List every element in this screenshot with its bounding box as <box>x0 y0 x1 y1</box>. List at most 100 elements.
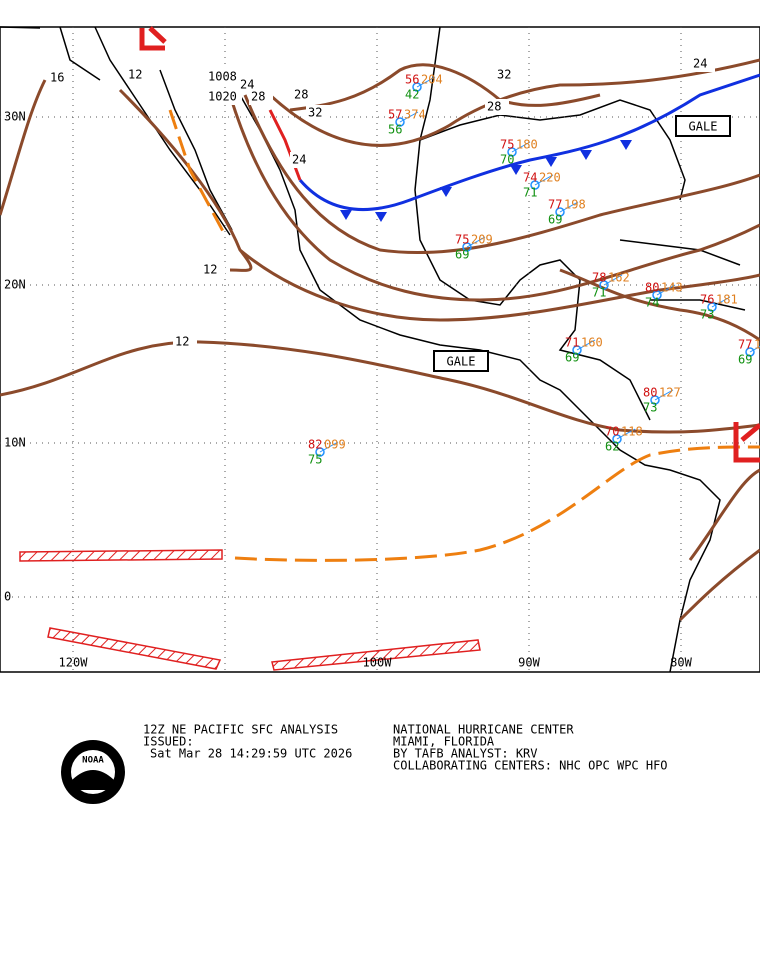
isobar-label-bg <box>485 99 509 115</box>
wind-barb <box>319 441 339 453</box>
station-circle <box>599 280 609 290</box>
dewpoint: 69 <box>548 213 562 227</box>
lat-label: 0 <box>4 590 11 604</box>
cold-front <box>298 73 760 211</box>
itcz <box>271 639 481 671</box>
wind-barb <box>603 274 623 286</box>
warning-label: GALE <box>689 120 718 134</box>
isobar-label-bg <box>306 105 330 121</box>
coastline <box>414 26 651 421</box>
isobar-label: 28 <box>294 88 308 102</box>
station-circle <box>707 302 717 312</box>
lat-label: 10N <box>4 436 26 450</box>
pressure: 162 <box>608 271 630 285</box>
isobar-label-bg <box>249 89 273 105</box>
pressure: 099 <box>324 438 346 452</box>
dewpoint: 75 <box>308 453 322 467</box>
wind-barb <box>654 389 674 401</box>
itcz <box>19 549 223 562</box>
isobar <box>678 468 760 622</box>
isobar-label-bg <box>126 67 150 83</box>
pressure: 118 <box>621 425 643 439</box>
footer-text: NATIONAL HURRICANE CENTER <box>393 723 574 737</box>
lat-label: 30N <box>4 110 26 124</box>
station-circle <box>652 290 662 300</box>
isobar <box>228 94 760 302</box>
wind-barb <box>616 428 636 440</box>
noaa-logo-bird <box>72 770 114 790</box>
isobar <box>559 268 760 342</box>
isobar-label: 12 <box>128 68 142 82</box>
station-circle <box>612 434 622 444</box>
isobar-label-bg <box>173 334 197 350</box>
temperature: 71 <box>565 336 579 350</box>
pressure: 132 <box>754 338 760 352</box>
temperature: 75 <box>455 233 469 247</box>
wind-barb <box>656 284 676 296</box>
dewpoint: 69 <box>565 351 579 365</box>
isobar-label-bg <box>201 262 225 278</box>
station-circle <box>315 447 325 457</box>
wind-barb <box>511 141 531 153</box>
isobar-label: 32 <box>308 106 322 120</box>
dewpoint: 73 <box>643 401 657 415</box>
temperature: 70 <box>605 425 619 439</box>
temperature: 76 <box>700 293 714 307</box>
station-circle <box>572 345 582 355</box>
lon-label: 80W <box>670 656 692 670</box>
isobar-label-bg <box>691 56 715 72</box>
lat-label: 20N <box>4 278 26 292</box>
isobar-label-bg <box>48 70 72 86</box>
station-circle <box>507 147 517 157</box>
dewpoint: 62 <box>605 440 619 454</box>
footer-text: 12Z NE PACIFIC SFC ANALYSIS <box>143 723 338 737</box>
pressure: 143 <box>661 281 683 295</box>
wind-barb <box>711 296 731 308</box>
dewpoint: 56 <box>388 123 402 137</box>
dewpoint: 69 <box>738 353 752 367</box>
isobar-label-bg <box>290 152 314 168</box>
isobar-label: 1008 <box>208 70 237 84</box>
isobar-label: 12 <box>175 335 189 349</box>
dewpoint: 42 <box>405 88 419 102</box>
pressure: 160 <box>581 336 603 350</box>
temperature: 74 <box>523 171 537 185</box>
wind-barb <box>466 236 486 248</box>
warning-label: GALE <box>447 355 476 369</box>
footer-text: BY TAFB ANALYST: KRV <box>393 747 538 761</box>
wind-barb <box>534 174 554 186</box>
footer-text: Sat Mar 28 14:29:59 UTC 2026 <box>150 747 352 761</box>
pressure: 209 <box>471 233 493 247</box>
isobar-label: 32 <box>497 68 511 82</box>
trough <box>168 109 227 236</box>
dewpoint: 71 <box>592 286 606 300</box>
lon-label: 120W <box>59 656 89 670</box>
temperature: 77 <box>548 198 562 212</box>
wind-barb <box>749 345 760 353</box>
pressure: 180 <box>516 138 538 152</box>
low-symbol <box>733 422 760 463</box>
isobar-label: 28 <box>487 100 501 114</box>
footer-text: COLLABORATING CENTERS: NHC OPC WPC HFO <box>393 759 668 773</box>
isobar-label: 16 <box>50 71 64 85</box>
temperature: 80 <box>645 281 659 295</box>
coastline <box>239 94 721 673</box>
isobar-label: 24 <box>292 153 306 167</box>
station-circle <box>462 242 472 252</box>
dewpoint: 71 <box>523 186 537 200</box>
pressure: 374 <box>404 108 426 122</box>
temperature: 77 <box>738 338 752 352</box>
temperature: 57 <box>388 108 402 122</box>
dewpoint: 74 <box>645 296 659 310</box>
temperature: 80 <box>643 386 657 400</box>
